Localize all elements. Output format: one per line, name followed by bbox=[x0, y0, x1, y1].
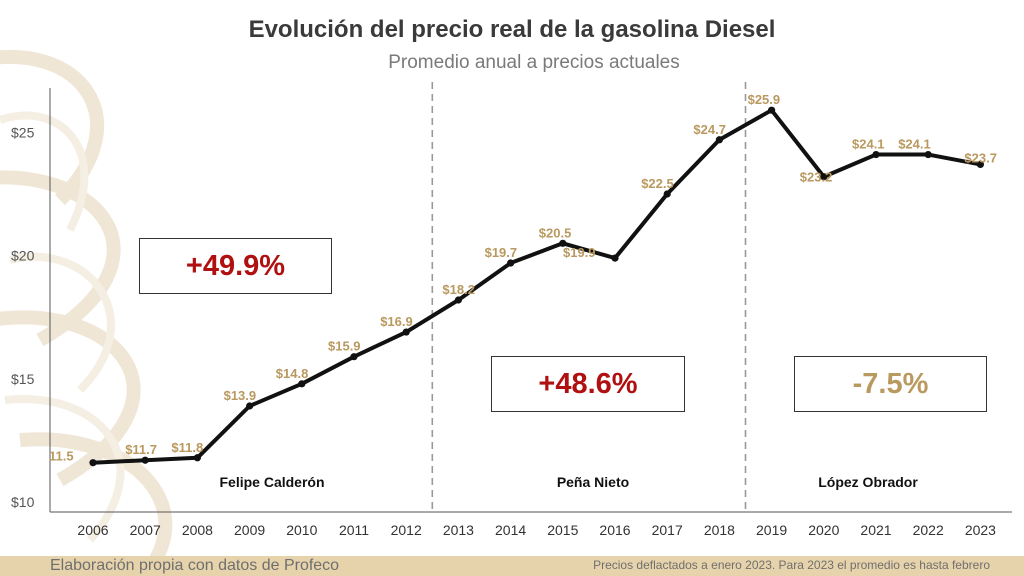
background-watermark bbox=[0, 49, 173, 576]
data-point-2016 bbox=[611, 254, 619, 262]
data-label-2014: $19.7 bbox=[485, 245, 518, 260]
footer-band bbox=[0, 556, 1024, 576]
data-point-2013 bbox=[454, 296, 462, 304]
data-label-2023: $23.7 bbox=[964, 150, 997, 165]
change-box-pena-nieto: +48.6% bbox=[491, 356, 685, 412]
x-tick-label-2008: 2008 bbox=[182, 522, 213, 538]
x-tick-label-2015: 2015 bbox=[547, 522, 578, 538]
data-label-2017: $22.5 bbox=[641, 176, 674, 191]
period-name-1: Peña Nieto bbox=[557, 474, 629, 490]
x-tick-label-2020: 2020 bbox=[808, 522, 839, 538]
change-box-calderon: +49.9% bbox=[139, 238, 332, 294]
data-point-2015 bbox=[559, 239, 567, 247]
x-tick-label-2016: 2016 bbox=[599, 522, 630, 538]
data-label-2007: $11.7 bbox=[125, 442, 157, 457]
series-line bbox=[92, 108, 981, 465]
data-label-2019: $25.9 bbox=[748, 92, 781, 107]
data-point-2007 bbox=[141, 456, 149, 464]
data-point-2020 bbox=[820, 173, 828, 181]
y-tick-label-0: $10 bbox=[11, 494, 35, 510]
data-label-2021: $24.1 bbox=[852, 137, 885, 152]
x-tick-label-2006: 2006 bbox=[77, 522, 108, 538]
data-point-2017 bbox=[663, 190, 671, 198]
data-label-2006: 11.5 bbox=[49, 449, 74, 464]
y-tick-label-1: $15 bbox=[11, 371, 35, 387]
x-tick-label-2022: 2022 bbox=[913, 522, 944, 538]
data-point-2014 bbox=[507, 259, 515, 267]
data-point-2019 bbox=[768, 106, 776, 114]
x-tick-label-2017: 2017 bbox=[652, 522, 683, 538]
data-point-2006 bbox=[89, 459, 97, 467]
data-label-2011: $15.9 bbox=[328, 339, 361, 354]
y-tick-label-3: $25 bbox=[11, 124, 35, 140]
x-tick-label-2021: 2021 bbox=[860, 522, 891, 538]
x-tick-label-2010: 2010 bbox=[286, 522, 317, 538]
data-point-2010 bbox=[298, 380, 306, 388]
data-label-2016: $19.9 bbox=[563, 245, 596, 260]
data-label-2015: $20.5 bbox=[539, 225, 572, 240]
data-label-2008: $11.8 bbox=[171, 440, 203, 455]
data-label-2010: $14.8 bbox=[276, 366, 309, 381]
change-value-pena-nieto: +48.6% bbox=[538, 367, 638, 400]
data-label-2012: $16.9 bbox=[380, 314, 413, 329]
period-name-2: López Obrador bbox=[818, 474, 918, 490]
data-label-2020: $23.2 bbox=[800, 170, 833, 185]
x-tick-label-2012: 2012 bbox=[391, 522, 422, 538]
chart-title: Evolución del precio real de la gasolina… bbox=[248, 16, 776, 43]
period-name-0: Felipe Calderón bbox=[219, 474, 324, 490]
footer-note: Precios deflactados a enero 2023. Para 2… bbox=[593, 558, 990, 572]
data-label-2018: $24.7 bbox=[693, 122, 726, 137]
data-point-2023 bbox=[976, 160, 985, 169]
x-tick-label-2014: 2014 bbox=[495, 522, 526, 538]
chart-subtitle: Promedio anual a precios actuales bbox=[388, 52, 680, 73]
data-point-2022 bbox=[924, 150, 932, 159]
data-label-2022: $24.1 bbox=[898, 137, 931, 152]
data-point-2018 bbox=[715, 136, 724, 144]
data-label-2009: $13.9 bbox=[224, 388, 257, 403]
data-point-2021 bbox=[872, 150, 880, 159]
x-tick-label-2011: 2011 bbox=[339, 522, 369, 538]
x-tick-label-2019: 2019 bbox=[756, 522, 787, 538]
x-tick-label-2018: 2018 bbox=[704, 522, 735, 538]
change-value-calderon: +49.9% bbox=[185, 249, 286, 282]
x-tick-label-2023: 2023 bbox=[965, 522, 996, 538]
data-point-2009 bbox=[246, 402, 254, 410]
x-tick-label-2009: 2009 bbox=[234, 522, 265, 538]
data-point-2008 bbox=[193, 454, 201, 462]
y-tick-label-2: $20 bbox=[11, 248, 35, 264]
x-tick-label-2013: 2013 bbox=[443, 522, 474, 538]
footer-source: Elaboración propia con datos de Profeco bbox=[50, 557, 340, 574]
change-box-lopez-obrador: -7.5% bbox=[794, 356, 987, 412]
data-label-2013: $18.2 bbox=[442, 282, 475, 297]
change-value-lopez-obrador: -7.5% bbox=[852, 367, 929, 400]
data-point-2012 bbox=[402, 328, 410, 336]
data-point-2011 bbox=[350, 353, 358, 361]
x-tick-label-2007: 2007 bbox=[130, 522, 161, 538]
